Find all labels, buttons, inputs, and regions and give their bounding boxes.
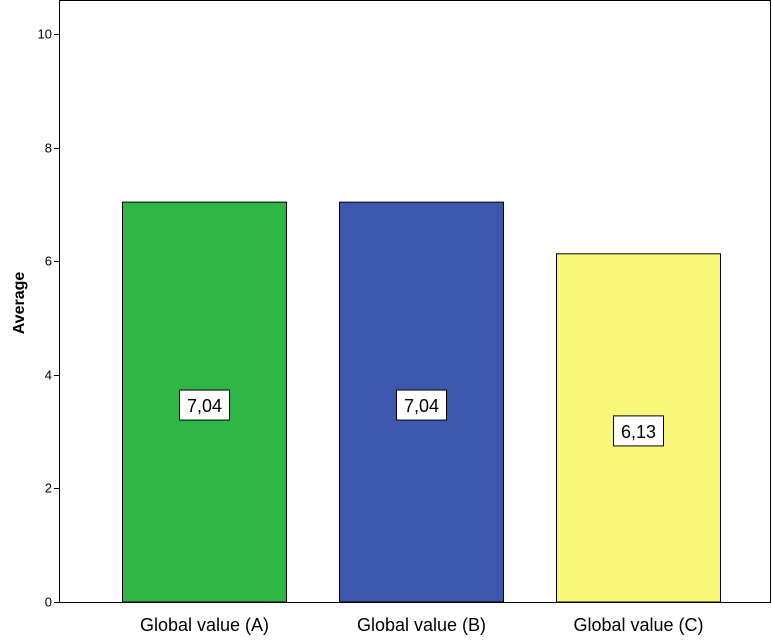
data-label: 7,04 [187,396,222,416]
x-category-label: Global value (C) [573,615,703,635]
y-tick-label: 6 [45,254,52,269]
data-label-box [396,389,447,421]
data-label-box [179,389,230,421]
data-label: 7,04 [404,396,439,416]
data-labels: 7,04 7,04 6,13 [179,389,664,447]
y-tick-label: 10 [38,27,52,42]
y-axis-ticks: 0 2 4 6 8 10 [38,27,60,610]
x-category-label: Global value (B) [357,615,486,635]
data-label: 6,13 [621,422,656,442]
y-tick-label: 0 [45,595,52,610]
y-axis-title: Average [11,272,28,335]
x-category-label: Global value (A) [140,615,269,635]
data-label-box [613,415,664,447]
y-tick-label: 8 [45,141,52,156]
y-tick-label: 4 [45,368,52,383]
x-axis-labels: Global value (A) Global value (B) Global v… [140,615,704,635]
y-tick-label: 2 [45,481,52,496]
